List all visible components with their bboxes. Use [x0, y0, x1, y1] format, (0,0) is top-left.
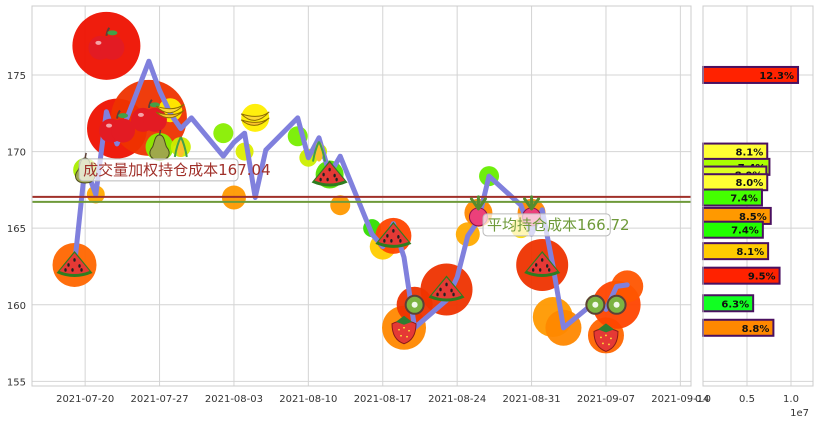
seed — [67, 263, 69, 267]
y-tick-label: 175 — [7, 71, 26, 82]
x-tick-label: 2021-07-20 — [56, 394, 114, 405]
kiwi-core — [592, 302, 598, 308]
y-tick-label: 170 — [7, 148, 26, 159]
shine — [106, 124, 112, 128]
cost-label: 平均持仓成本166.72 — [487, 216, 630, 234]
volume-bar-label: 12.3% — [759, 71, 794, 82]
side-offset-text: 1e7 — [790, 408, 809, 419]
kiwi-core — [614, 302, 620, 308]
leaf — [118, 113, 128, 118]
seed — [532, 268, 534, 272]
seed — [548, 268, 550, 272]
volume-bar-label: 7.4% — [731, 226, 759, 237]
volume-bar-label: 8.0% — [736, 178, 764, 189]
seed — [608, 344, 610, 346]
seed — [605, 335, 607, 337]
seed — [406, 336, 408, 338]
cost-label: 成交量加权持仓成本167.04 — [83, 161, 271, 179]
seed — [386, 234, 388, 238]
stem — [160, 130, 161, 135]
seed — [541, 258, 543, 262]
apple-right — [100, 36, 124, 60]
seed — [322, 173, 324, 177]
seed — [602, 343, 604, 345]
seed — [408, 330, 410, 332]
seed — [328, 168, 330, 172]
volume-distribution-panel: 12.3%8.1%7.4%8.0%8.0%7.4%8.5%7.4%8.1%9.5… — [695, 6, 813, 419]
seed — [403, 327, 405, 329]
seed — [443, 293, 445, 297]
seed — [546, 264, 548, 268]
side-x-tick-label: 0.0 — [695, 394, 711, 405]
seed — [610, 338, 612, 340]
volume-bar-label: 8.1% — [736, 247, 764, 258]
volume-bar-label: 9.5% — [748, 272, 776, 283]
kiwi-icon — [406, 296, 424, 314]
main-price-panel: 成交量加权持仓成本167.04 平均持仓成本166.72 155 160 165 170 1… — [7, 6, 710, 405]
seed — [398, 329, 400, 331]
seed — [390, 239, 392, 243]
seed — [450, 289, 452, 293]
volume-bar-label: 8.1% — [736, 148, 764, 159]
y-tick-label: 160 — [7, 301, 26, 312]
kiwi-icon — [586, 296, 604, 314]
seed — [400, 335, 402, 337]
volume-bar-label: 6.3% — [721, 299, 749, 310]
x-tick-label: 2021-07-27 — [130, 394, 188, 405]
seed — [73, 258, 75, 262]
seed — [319, 178, 321, 182]
x-tick-label: 2021-08-17 — [354, 394, 412, 405]
volume-bar-label: 7.4% — [730, 194, 758, 205]
seed — [326, 178, 328, 182]
seed — [600, 337, 602, 339]
volume-bar-label: 8.8% — [742, 324, 770, 335]
x-tick-label: 2021-08-10 — [279, 394, 337, 405]
seed — [333, 174, 335, 178]
seed — [539, 268, 541, 272]
seed — [445, 283, 447, 287]
seed — [80, 268, 82, 272]
shine — [138, 113, 144, 117]
seed — [383, 239, 385, 243]
seed — [78, 264, 80, 268]
seed — [399, 239, 401, 243]
y-tick-label: 165 — [7, 224, 26, 235]
seed — [439, 288, 441, 292]
seed — [392, 229, 394, 233]
seed — [452, 293, 454, 297]
seed — [335, 178, 337, 182]
kiwi-icon — [608, 296, 626, 314]
x-tick-label: 2021-09-07 — [577, 394, 635, 405]
seed — [436, 293, 438, 297]
shine — [95, 41, 101, 45]
kiwi-core — [412, 302, 418, 308]
y-tick-label: 155 — [7, 377, 26, 388]
stem — [85, 153, 86, 158]
seed — [71, 268, 73, 272]
leaf — [107, 30, 117, 35]
seed — [397, 235, 399, 239]
seed — [64, 268, 66, 272]
side-x-tick-label: 0.5 — [739, 394, 755, 405]
volume-bubble — [330, 195, 350, 215]
volume-bubble — [213, 123, 233, 143]
x-tick-label: 2021-08-31 — [503, 394, 561, 405]
side-x-tick-label: 1.0 — [783, 394, 799, 405]
seed — [535, 263, 537, 267]
x-tick-label: 2021-08-24 — [428, 394, 486, 405]
x-tick-label: 2021-08-03 — [205, 394, 263, 405]
